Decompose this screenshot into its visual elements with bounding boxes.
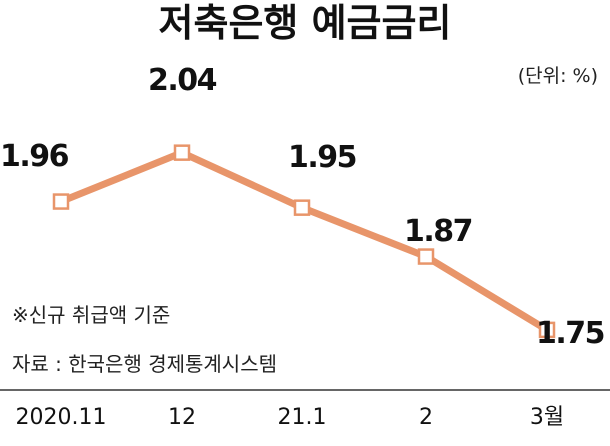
data-point-4: [417, 248, 435, 265]
basis-note: ※신규 취급액 기준: [12, 303, 170, 327]
x-tick-label-2: 12: [168, 405, 196, 430]
data-label-4: 1.87: [404, 214, 472, 249]
source-note: 자료 : 한국은행 경제통계시스템: [12, 352, 277, 376]
chart-title: 저축은행 예금금리: [159, 1, 452, 45]
marker-layer: [52, 144, 556, 339]
data-label-1: 1.96: [0, 139, 69, 174]
data-label-5: 1.75: [536, 316, 604, 351]
data-point-1: [52, 193, 70, 210]
data-point-2: [173, 144, 191, 161]
data-point-3: [293, 199, 311, 216]
data-label-3: 1.95: [288, 140, 356, 175]
unit-label: (단위: %): [518, 65, 598, 87]
x-tick-label-1: 2020.11: [16, 405, 107, 430]
data-label-2: 2.04: [148, 63, 217, 98]
x-tick-layer: 2020.11 12 21.1 2 3월: [16, 405, 565, 430]
x-tick-label-5: 3월: [530, 405, 564, 430]
x-tick-label-4: 2: [419, 405, 433, 430]
data-point-5: [538, 321, 556, 339]
x-tick-label-3: 21.1: [278, 405, 327, 430]
data-label-layer: 1.96 2.04 1.95 1.87 1.75: [0, 63, 606, 351]
